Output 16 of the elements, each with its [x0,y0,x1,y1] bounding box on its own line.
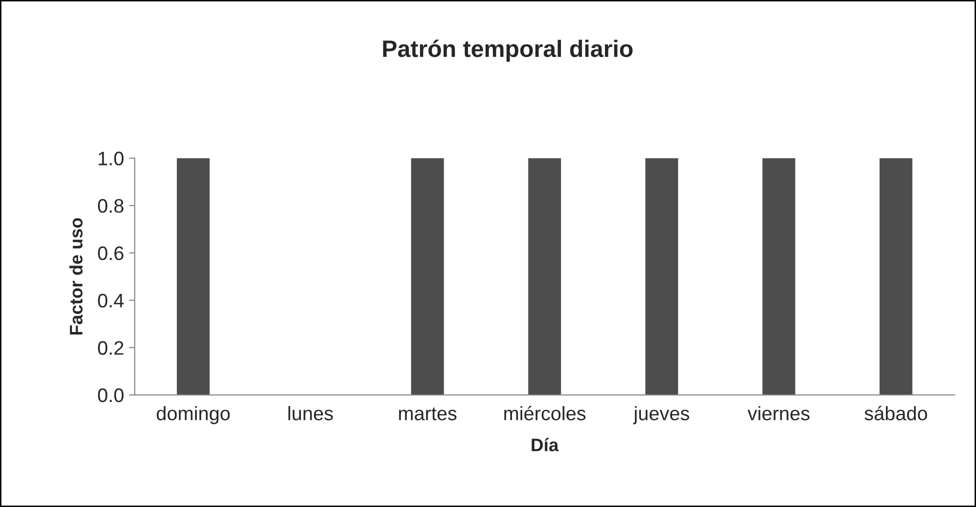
x-tick-label: jueves [633,406,690,424]
y-tick-label: 0.0 [98,388,124,402]
x-tick-label: domingo [156,406,230,424]
x-tick-label: martes [399,408,456,420]
y-tick-label: 0.8 [98,199,124,213]
x-tick-label: miércoles [504,406,586,420]
y-axis-title: Factor de uso [69,218,83,335]
y-tick-label: 1.0 [98,152,124,166]
x-tick-label: viernes [748,406,810,420]
chart-title: Patrón temporal diario [383,40,633,62]
x-tick-label: sábado [864,406,928,420]
y-tick-label: 0.4 [98,294,124,308]
x-axis-title: Día [532,438,559,452]
y-tick-label: 0.2 [98,341,124,355]
x-tick-label: lunes [288,406,333,420]
y-tick-label: 0.6 [98,246,124,260]
